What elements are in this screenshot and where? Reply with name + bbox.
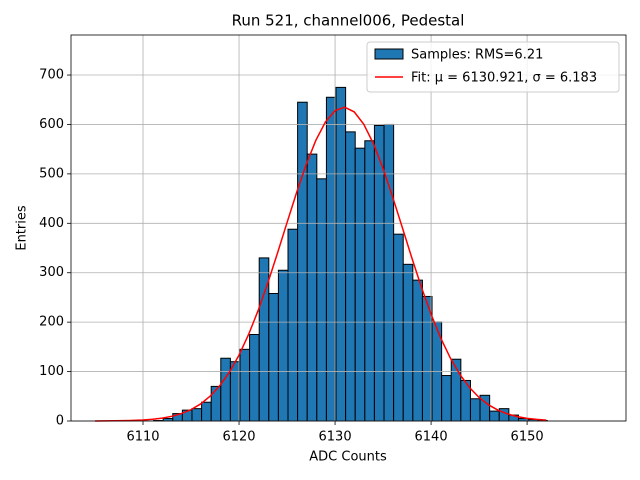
y-axis-label: Entries: [15, 205, 30, 251]
histogram-bar: [354, 147, 366, 422]
y-tick-label: 0: [56, 414, 64, 429]
histogram-bar: [364, 140, 375, 422]
histogram-bar: [335, 86, 347, 422]
y-tick-label: 100: [39, 364, 64, 379]
y-tick-label: 200: [39, 315, 64, 330]
chart-title: Run 521, channel006, Pedestal: [232, 12, 465, 30]
y-tick-label: 700: [39, 68, 64, 83]
legend-label: Samples: RMS=6.21: [411, 48, 543, 63]
x-axis-label: ADC Counts: [309, 450, 387, 465]
x-tick-label: 6150: [511, 430, 544, 445]
histogram-bar: [268, 292, 279, 422]
histogram-bar: [316, 178, 327, 422]
histogram-bar: [402, 263, 414, 422]
histogram-bar: [229, 361, 241, 422]
histogram-bar: [421, 295, 433, 422]
plot-frame: [70, 34, 627, 422]
legend-label: Fit: μ = 6130.921, σ = 6.183: [411, 71, 597, 86]
histogram-bar: [306, 153, 318, 422]
histogram-bar: [287, 228, 299, 422]
x-tick-label: 6140: [415, 430, 448, 445]
histogram-bar: [373, 124, 385, 422]
histogram-bar: [412, 279, 423, 422]
histogram-bar: [393, 233, 404, 422]
histogram-bar: [325, 96, 337, 422]
legend-box: [366, 41, 620, 93]
histogram-bar: [441, 375, 452, 422]
histogram-bar: [210, 385, 222, 422]
fit-line: [95, 106, 547, 422]
legend-patch: [374, 48, 404, 60]
histogram-bar: [345, 131, 356, 422]
histogram-bar: [489, 410, 500, 422]
legend: Samples: RMS=6.21 Fit: μ = 6130.921, σ = …: [366, 41, 620, 93]
histogram-bar: [277, 269, 289, 422]
histogram-bar: [297, 101, 308, 422]
x-tick-label: 6120: [222, 430, 255, 445]
x-tick-label: 6130: [319, 430, 352, 445]
x-tick-label: 6110: [126, 430, 159, 445]
histogram-bar: [239, 348, 251, 422]
histogram-bar: [191, 408, 203, 422]
histogram-bar: [201, 401, 212, 422]
y-tick-label: 300: [39, 265, 64, 280]
histogram-bar: [220, 357, 231, 422]
histogram-bar: [469, 398, 481, 422]
y-tick-label: 500: [39, 166, 64, 181]
y-tick-label: 600: [39, 117, 64, 132]
histogram-bar: [249, 334, 260, 422]
y-tick-label: 400: [39, 216, 64, 231]
